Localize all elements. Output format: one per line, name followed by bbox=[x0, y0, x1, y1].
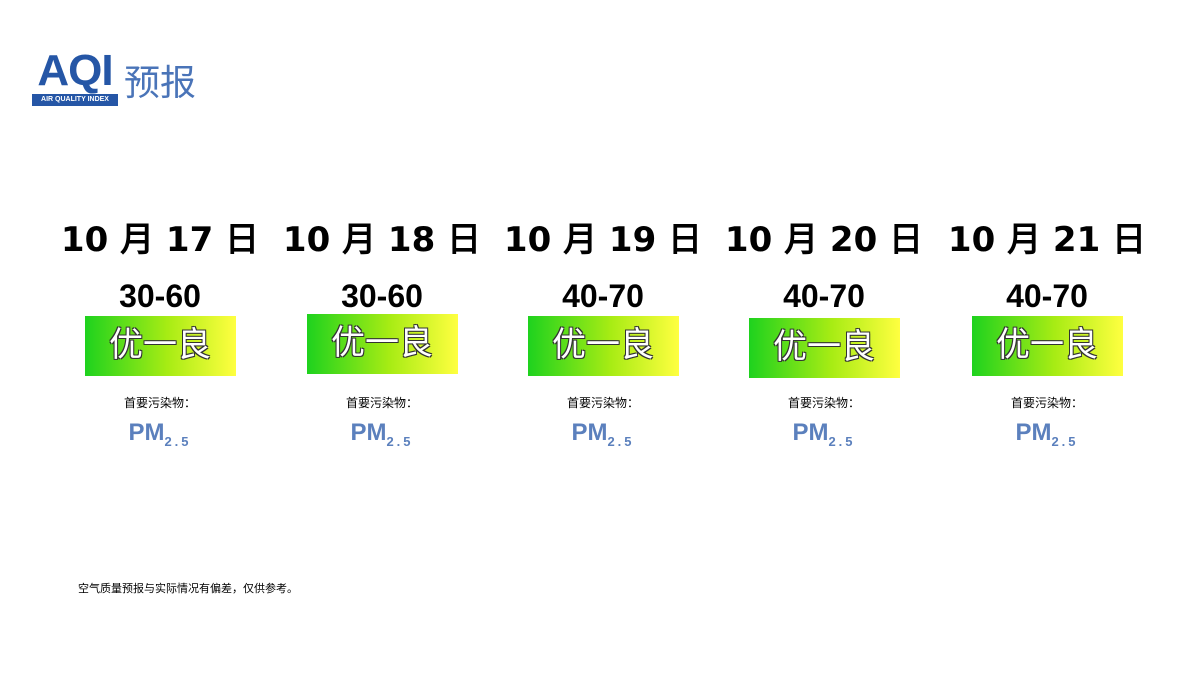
pollutant-subscript: 2.5 bbox=[1051, 433, 1079, 449]
pollutant-subscript: 2.5 bbox=[828, 433, 856, 449]
pollutant-name: PM bbox=[1015, 419, 1052, 446]
level-badge: 优一良 bbox=[748, 318, 900, 378]
date: 10 月 17 日 bbox=[60, 220, 260, 260]
pollutant-subscript: 2.5 bbox=[386, 433, 414, 449]
aqi-range: 30-60 bbox=[119, 278, 201, 314]
level-badge: 优一良 bbox=[306, 314, 458, 374]
level-badge: 优一良 bbox=[84, 316, 236, 376]
pollutant-label: 首要污染物： bbox=[566, 396, 639, 410]
pollutant: PM2.5 bbox=[937, 419, 1157, 449]
aqi-range: 40-70 bbox=[562, 278, 644, 314]
day-column: 10 月 18 日 30-60 优一良首要污染物： PM2.5 bbox=[272, 210, 492, 449]
pollutant: PM2.5 bbox=[272, 419, 492, 449]
aqi-range: 30-60 bbox=[341, 278, 423, 314]
pollutant-name: PM bbox=[792, 419, 829, 446]
footer-note: 空气质量预报与实际情况有偏差，仅供参考。 bbox=[78, 582, 298, 595]
day-column: 10 月 19 日 40-70 优一良首要污染物： PM2.5 bbox=[493, 210, 713, 449]
pollutant-label: 首要污染物： bbox=[1010, 396, 1083, 410]
pollutant: PM2.5 bbox=[493, 419, 713, 449]
aqi-range: 40-70 bbox=[1006, 278, 1088, 314]
logo: AQI AIR QUALITY INDEX bbox=[32, 46, 118, 106]
date: 10 月 20 日 bbox=[724, 220, 924, 260]
day-column: 10 月 20 日 40-70 优一良首要污染物： PM2.5 bbox=[714, 210, 934, 449]
day-column: 10 月 17 日 30-60 优一良首要污染物： PM2.5 bbox=[50, 210, 270, 449]
aqi-range: 40-70 bbox=[783, 278, 865, 314]
logo-subtitle: AIR QUALITY INDEX bbox=[32, 94, 118, 106]
day-column: 10 月 21 日 40-70 优一良首要污染物： PM2.5 bbox=[937, 210, 1157, 449]
date: 10 月 19 日 bbox=[503, 220, 703, 260]
pollutant-subscript: 2.5 bbox=[164, 433, 192, 449]
level-badge: 优一良 bbox=[527, 316, 679, 376]
pollutant-label: 首要污染物： bbox=[123, 396, 196, 410]
level-badge: 优一良 bbox=[971, 316, 1123, 376]
pollutant-subscript: 2.5 bbox=[607, 433, 635, 449]
pollutant-label: 首要污染物： bbox=[345, 396, 418, 410]
logo-text: AQI bbox=[37, 46, 113, 95]
pollutant: PM2.5 bbox=[50, 419, 270, 449]
pollutant-name: PM bbox=[128, 419, 165, 446]
date: 10 月 18 日 bbox=[282, 220, 482, 260]
date: 10 月 21 日 bbox=[947, 220, 1147, 260]
pollutant-name: PM bbox=[571, 419, 608, 446]
pollutant: PM2.5 bbox=[714, 419, 934, 449]
title: 预报 bbox=[124, 63, 197, 104]
pollutant-name: PM bbox=[350, 419, 387, 446]
pollutant-label: 首要污染物： bbox=[787, 396, 860, 410]
